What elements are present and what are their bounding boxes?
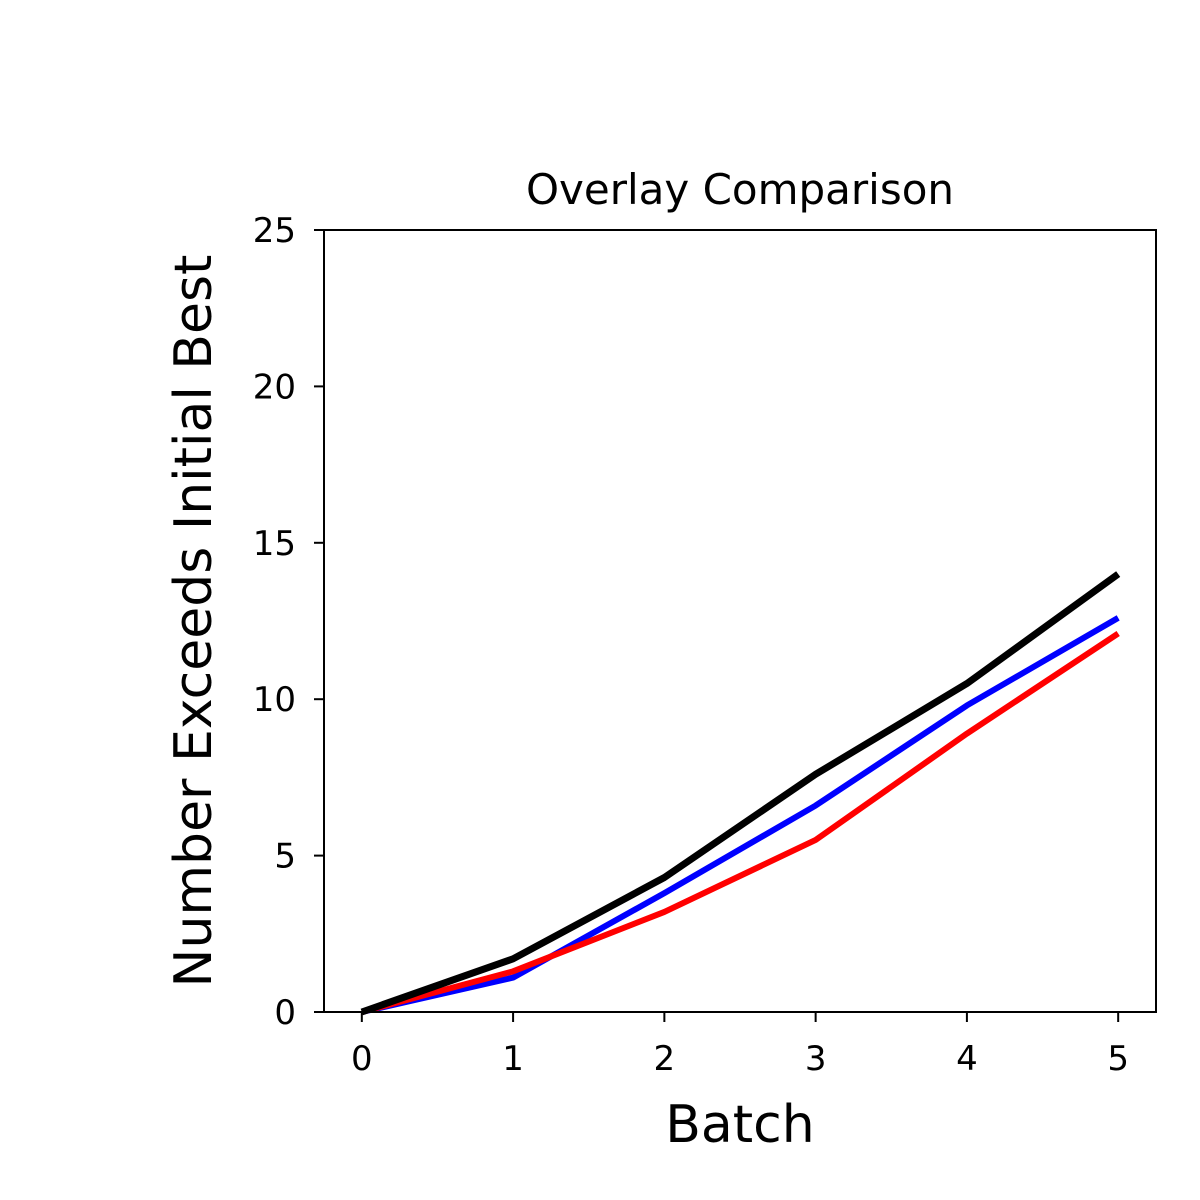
x-tick-label: 0 xyxy=(351,1039,373,1079)
x-axis-label: Batch xyxy=(665,1095,814,1155)
chart-title: Overlay Comparison xyxy=(526,165,954,214)
series-line-1 xyxy=(361,615,1120,1015)
y-tick-label: 5 xyxy=(274,837,296,877)
y-axis-label: Number Exceeds Initial Best xyxy=(164,255,224,988)
x-tick-label: 5 xyxy=(1107,1039,1129,1079)
x-tick-label: 1 xyxy=(502,1039,524,1079)
y-tick-label: 15 xyxy=(253,524,296,564)
series-line-3 xyxy=(360,571,1121,1016)
series-layer xyxy=(360,571,1121,1016)
x-tick-label: 3 xyxy=(805,1039,827,1079)
y-tick-label: 25 xyxy=(253,211,296,251)
x-tick-label: 2 xyxy=(654,1039,676,1079)
y-tick-label: 0 xyxy=(274,993,296,1033)
y-tick-label: 20 xyxy=(253,367,296,407)
x-ticks: 0 1 2 3 4 5 xyxy=(351,1012,1129,1079)
y-ticks: 0 5 10 15 20 25 xyxy=(253,211,324,1033)
plot-frame xyxy=(323,229,1157,1013)
series-line-2 xyxy=(361,631,1120,1015)
y-tick-label: 10 xyxy=(253,680,296,720)
x-tick-label: 4 xyxy=(956,1039,978,1079)
